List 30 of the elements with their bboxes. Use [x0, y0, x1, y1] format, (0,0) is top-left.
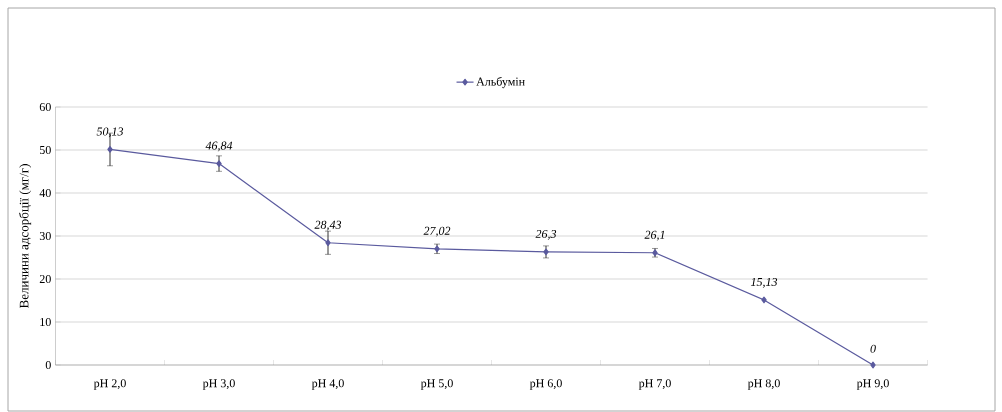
y-tick-label: 20: [39, 274, 51, 284]
data-label: 0: [870, 344, 876, 353]
data-label: 46,84: [205, 141, 233, 152]
y-tick-label: 10: [40, 317, 51, 327]
point: [761, 296, 767, 304]
data-label: 15,13: [750, 277, 778, 288]
y-tick-label: 50: [40, 145, 51, 155]
point: [216, 160, 222, 167]
data-label: 26,3: [535, 229, 557, 240]
data-label: 50,13: [96, 127, 124, 138]
x-tick-label: pH 9,0: [856, 379, 889, 390]
x-tick-label: pH 6,0: [529, 379, 562, 390]
y-tick-label: 60: [39, 102, 51, 112]
data-label: 28,43: [314, 220, 342, 231]
y-axis-title: Величини адсорбції (мг/г): [19, 164, 32, 309]
legend-label: Альбумін: [476, 76, 525, 89]
y-tick-label: 40: [39, 188, 51, 198]
data-label: 27,02: [423, 226, 451, 237]
y-tick-label: 0: [45, 360, 51, 370]
x-tick-label: pH 5,0: [420, 379, 453, 390]
point: [870, 361, 876, 369]
x-tick-label: pH 7,0: [638, 379, 671, 390]
x-tick-label: pH 8,0: [747, 379, 780, 390]
point: [325, 239, 331, 247]
y-tick-label: 30: [39, 231, 51, 241]
point: [107, 146, 113, 153]
x-tick-label: pH 4,0: [311, 379, 344, 390]
x-tick-label: pH 3,0: [202, 379, 235, 390]
data-label: 26,1: [644, 230, 665, 241]
x-tick-label: pH 2,0: [93, 379, 126, 390]
